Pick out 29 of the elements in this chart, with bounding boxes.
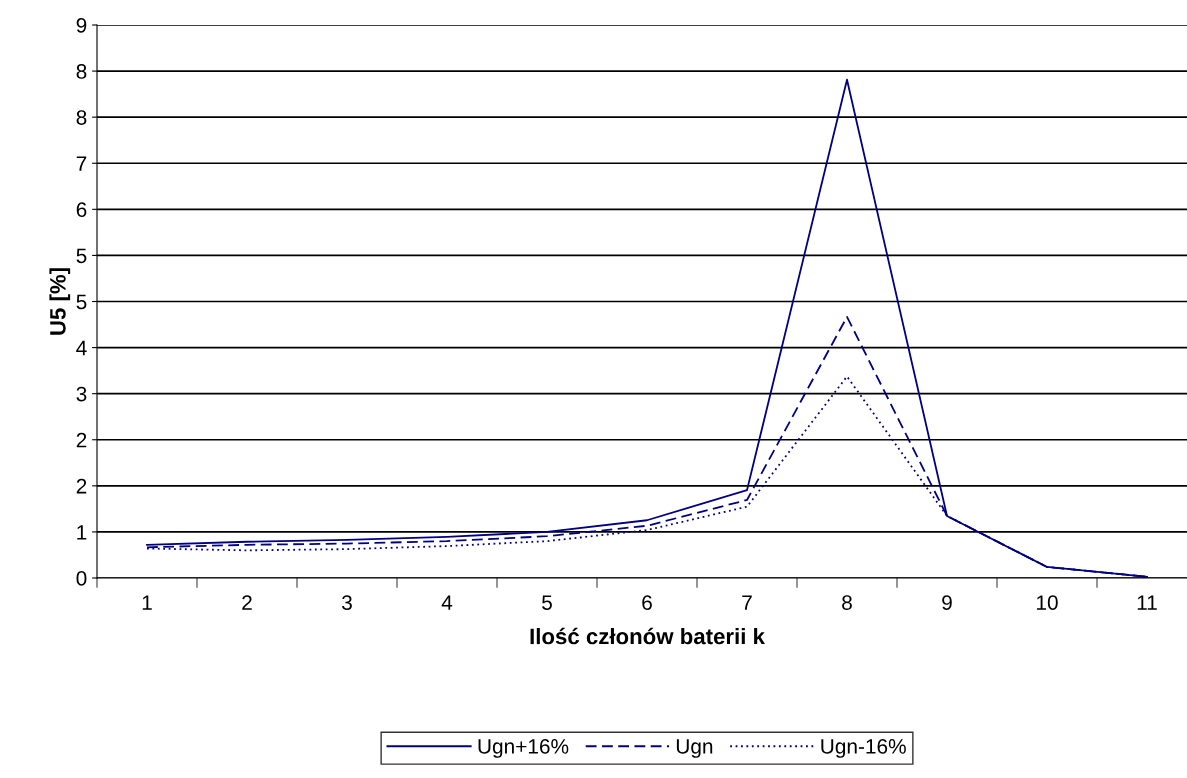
x-tick-label: 5 — [542, 595, 552, 610]
y-tick-label: 5 — [76, 248, 87, 264]
legend-label: Ugn-16% — [821, 739, 906, 758]
x-tick-label: 7 — [742, 595, 752, 610]
x-tick-label: 1 — [142, 595, 152, 610]
y-tick-label: 7 — [76, 156, 87, 171]
x-tick-label: 8 — [842, 595, 852, 610]
x-tick-label: 10 — [1037, 595, 1058, 610]
x-axis-title: Ilość członów baterii k — [530, 627, 765, 645]
y-tick-label: 8 — [76, 64, 87, 79]
y-tick-label: 2 — [76, 432, 87, 448]
x-tick-label: 3 — [342, 595, 352, 610]
y-tick-label: 9 — [76, 18, 87, 33]
x-tick-label: 9 — [942, 595, 952, 610]
x-tick-label: 2 — [242, 595, 252, 610]
legend-label: Ugn — [676, 739, 713, 758]
y-tick-label: 5 — [76, 294, 87, 310]
y-tick-label: 8 — [76, 110, 87, 125]
y-tick-label: 0 — [76, 571, 87, 586]
x-tick-label: 4 — [441, 595, 453, 610]
y-tick-label: 1 — [77, 525, 87, 540]
legend-label: Ugn+16% — [478, 739, 569, 758]
x-tick-label: 6 — [642, 595, 652, 610]
y-axis-title: U5 [%] — [49, 268, 71, 335]
x-tick-label: 11 — [1137, 595, 1157, 610]
y-tick-label: 4 — [76, 340, 87, 356]
y-tick-label: 2 — [76, 478, 87, 494]
y-tick-label: 6 — [76, 202, 87, 218]
y-tick-label: 3 — [76, 386, 87, 402]
